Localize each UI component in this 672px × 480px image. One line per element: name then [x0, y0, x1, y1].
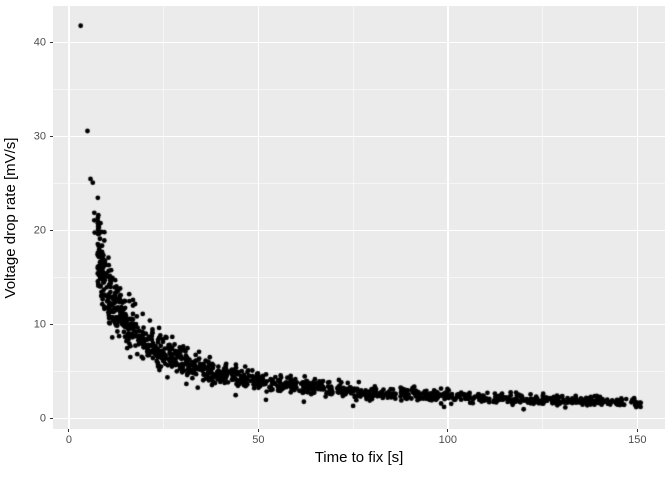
y-tick-mark [50, 418, 53, 420]
plot-panel [53, 6, 665, 429]
y-tick-label: 0 [39, 412, 46, 425]
y-tick-label: 40 [33, 36, 46, 49]
x-tick-label: 50 [252, 434, 265, 446]
y-tick-label: 30 [33, 130, 46, 143]
x-tick-mark [447, 429, 449, 432]
x-tick-mark [68, 429, 70, 432]
y-tick-mark [50, 42, 53, 44]
y-axis-title: Voltage drop rate [mV/s] [2, 137, 19, 299]
x-tick-mark [257, 429, 259, 432]
x-tick-label: 100 [438, 434, 458, 446]
x-tick-mark [636, 429, 638, 432]
y-tick-label: 20 [33, 224, 46, 237]
x-tick-label: 0 [65, 434, 72, 446]
y-axis: 0 10 20 30 40 [0, 6, 53, 429]
y-tick-label: 10 [33, 318, 46, 331]
scatter-points-canvas [53, 6, 665, 429]
x-axis-title: Time to fix [s] [314, 449, 404, 466]
y-tick-mark [50, 230, 53, 232]
y-tick-mark [50, 324, 53, 326]
y-tick-mark [50, 136, 53, 138]
x-tick-label: 150 [628, 434, 647, 446]
x-axis: 0 50 100 150 [53, 429, 665, 453]
